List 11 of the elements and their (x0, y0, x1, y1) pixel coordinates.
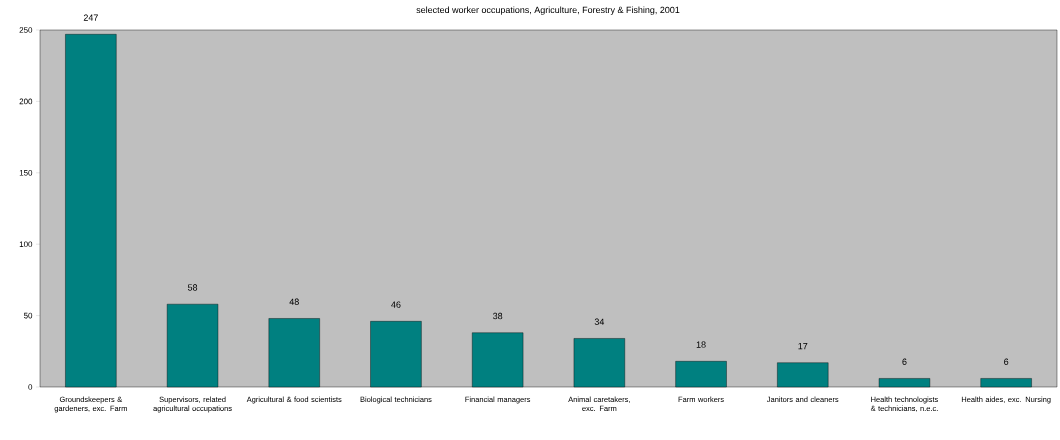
chart-title: selected worker occupations, Agriculture, Forestry & Fishing, 2001 (416, 6, 680, 15)
data-label: 48 (289, 298, 299, 305)
data-label: 46 (391, 301, 401, 308)
data-label: 58 (187, 284, 198, 291)
data-label: 34 (594, 318, 605, 325)
data-label: 6 (902, 358, 907, 365)
data-label: 6 (1004, 358, 1009, 365)
data-label: 17 (798, 343, 808, 350)
data-label: 247 (83, 14, 98, 21)
data-label: 38 (493, 312, 503, 320)
data-label: 18 (696, 341, 706, 348)
